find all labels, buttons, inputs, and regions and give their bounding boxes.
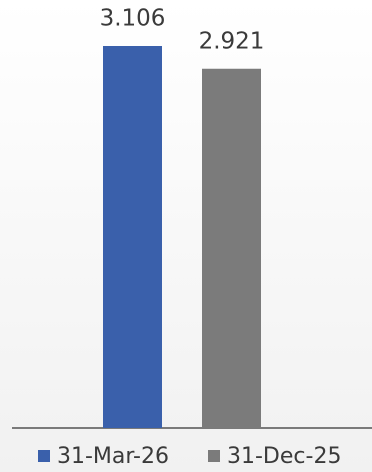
- legend-swatch: [208, 450, 220, 462]
- legend-label: 31-Dec-25: [227, 444, 341, 469]
- bar: [103, 46, 162, 428]
- legend-label: 31-Mar-26: [57, 444, 169, 469]
- value-label: 3.106: [100, 6, 166, 32]
- bar: [202, 68, 261, 428]
- value-label: 2.921: [199, 28, 265, 54]
- legend-swatch: [38, 450, 50, 462]
